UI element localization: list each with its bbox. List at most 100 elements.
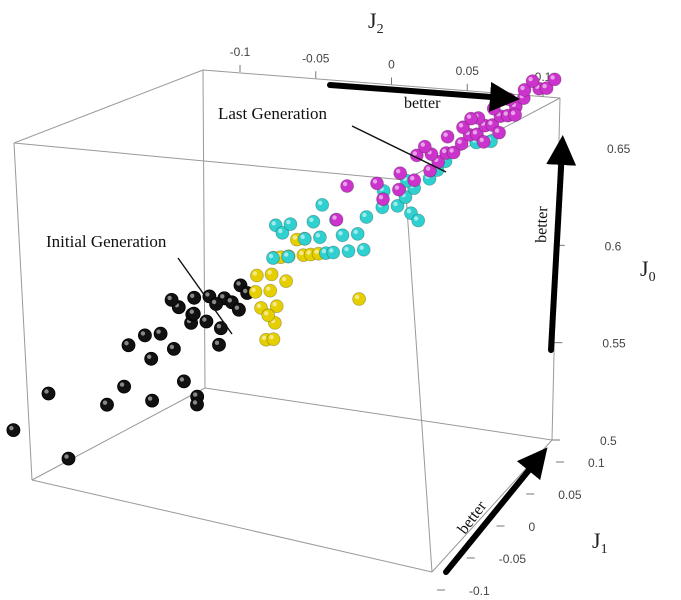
point-initial	[199, 314, 214, 329]
point-highlight	[362, 212, 367, 218]
point-highlight	[267, 270, 272, 275]
j1-axis-label: J1	[592, 528, 608, 557]
point-body	[263, 283, 278, 298]
point-body	[186, 306, 201, 321]
point-highlight	[443, 132, 448, 137]
point-body	[393, 166, 408, 181]
point-highlight	[193, 392, 198, 397]
point-last	[456, 120, 470, 135]
point-last	[508, 108, 522, 122]
data-points	[6, 72, 562, 466]
point-highlight	[256, 303, 262, 309]
point-highlight	[306, 250, 311, 255]
point-body	[248, 284, 263, 299]
point-initial	[144, 351, 159, 366]
point-highlight	[494, 128, 500, 133]
point-highlight	[344, 246, 349, 252]
box-edge	[13, 142, 406, 181]
box-edge	[31, 479, 433, 573]
better-label-j2: better	[404, 95, 441, 112]
point-highlight	[489, 104, 494, 109]
point-body	[137, 328, 152, 343]
point-last	[547, 72, 562, 87]
point-initial	[231, 302, 246, 317]
point-highlight	[412, 151, 417, 156]
j2-axis-label: J2	[368, 8, 384, 37]
point-body	[117, 379, 131, 394]
axis-ticks: -0.1 -0.05 0 0.05 0.1 0.5 0.55 0.6 0.65 -0.1 -0.05…	[230, 45, 631, 598]
point-highlight	[64, 454, 69, 459]
point-highlight	[261, 335, 267, 340]
point-initial	[137, 328, 152, 343]
point-body	[476, 134, 491, 149]
point-highlight	[236, 281, 241, 286]
point-body	[166, 341, 181, 356]
point-body	[187, 290, 202, 305]
point-highlight	[124, 341, 129, 346]
point-highlight	[286, 219, 291, 225]
point-last	[407, 173, 422, 188]
point-highlight	[292, 235, 298, 240]
point-gen2	[261, 308, 276, 323]
point-highlight	[268, 253, 274, 259]
point-body	[341, 244, 356, 259]
point-body	[440, 129, 455, 144]
point-gen2	[279, 274, 294, 289]
point-highlight	[269, 335, 274, 340]
point-body	[264, 267, 279, 282]
point-highlight	[394, 185, 400, 190]
point-highlight	[44, 389, 49, 394]
point-body	[326, 245, 341, 260]
point-highlight	[266, 286, 271, 291]
point-initial	[164, 292, 179, 307]
point-highlight	[220, 294, 225, 299]
j0-tick-label: 0.55	[602, 337, 626, 351]
point-body	[340, 179, 355, 193]
point-body	[6, 423, 21, 438]
point-gen3	[326, 245, 341, 260]
point-gen3	[266, 251, 280, 265]
point-initial	[121, 338, 136, 353]
point-body	[281, 249, 296, 264]
point-highlight	[338, 231, 343, 236]
point-body	[231, 302, 246, 317]
box-edge	[404, 179, 433, 573]
point-initial	[166, 341, 181, 356]
point-last	[486, 101, 501, 116]
point-highlight	[119, 382, 125, 387]
point-highlight	[457, 139, 462, 144]
point-body	[356, 242, 371, 257]
point-highlight	[353, 229, 358, 235]
point-last	[393, 166, 408, 181]
point-highlight	[271, 221, 276, 226]
point-last	[440, 129, 455, 144]
j1-tick-label: -0.1	[469, 584, 490, 598]
point-gen2	[248, 284, 263, 299]
j0-tick-label: 0.65	[607, 142, 631, 156]
point-gen3	[390, 198, 405, 213]
point-gen2	[264, 267, 279, 282]
point-gen2	[266, 332, 281, 347]
annotation-initial-leader	[177, 257, 233, 335]
point-last	[454, 136, 469, 151]
j2-tick-label: 0.05	[456, 64, 480, 78]
point-gen2	[269, 299, 284, 314]
point-last	[492, 125, 507, 140]
point-body	[329, 212, 344, 227]
point-highlight	[147, 396, 153, 401]
point-highlight	[420, 142, 425, 147]
point-highlight	[314, 249, 319, 254]
point-highlight	[479, 137, 484, 143]
annotation-last-generation: Last Generation	[218, 104, 328, 123]
point-body	[411, 213, 426, 228]
point-highlight	[278, 228, 283, 234]
point-highlight	[442, 148, 447, 154]
point-highlight	[281, 276, 287, 282]
point-highlight	[396, 169, 401, 174]
point-highlight	[272, 302, 277, 307]
point-body	[352, 292, 367, 306]
point-gen3	[283, 217, 298, 232]
point-gen3	[306, 214, 321, 229]
point-highlight	[309, 217, 314, 222]
point-highlight	[472, 130, 478, 135]
